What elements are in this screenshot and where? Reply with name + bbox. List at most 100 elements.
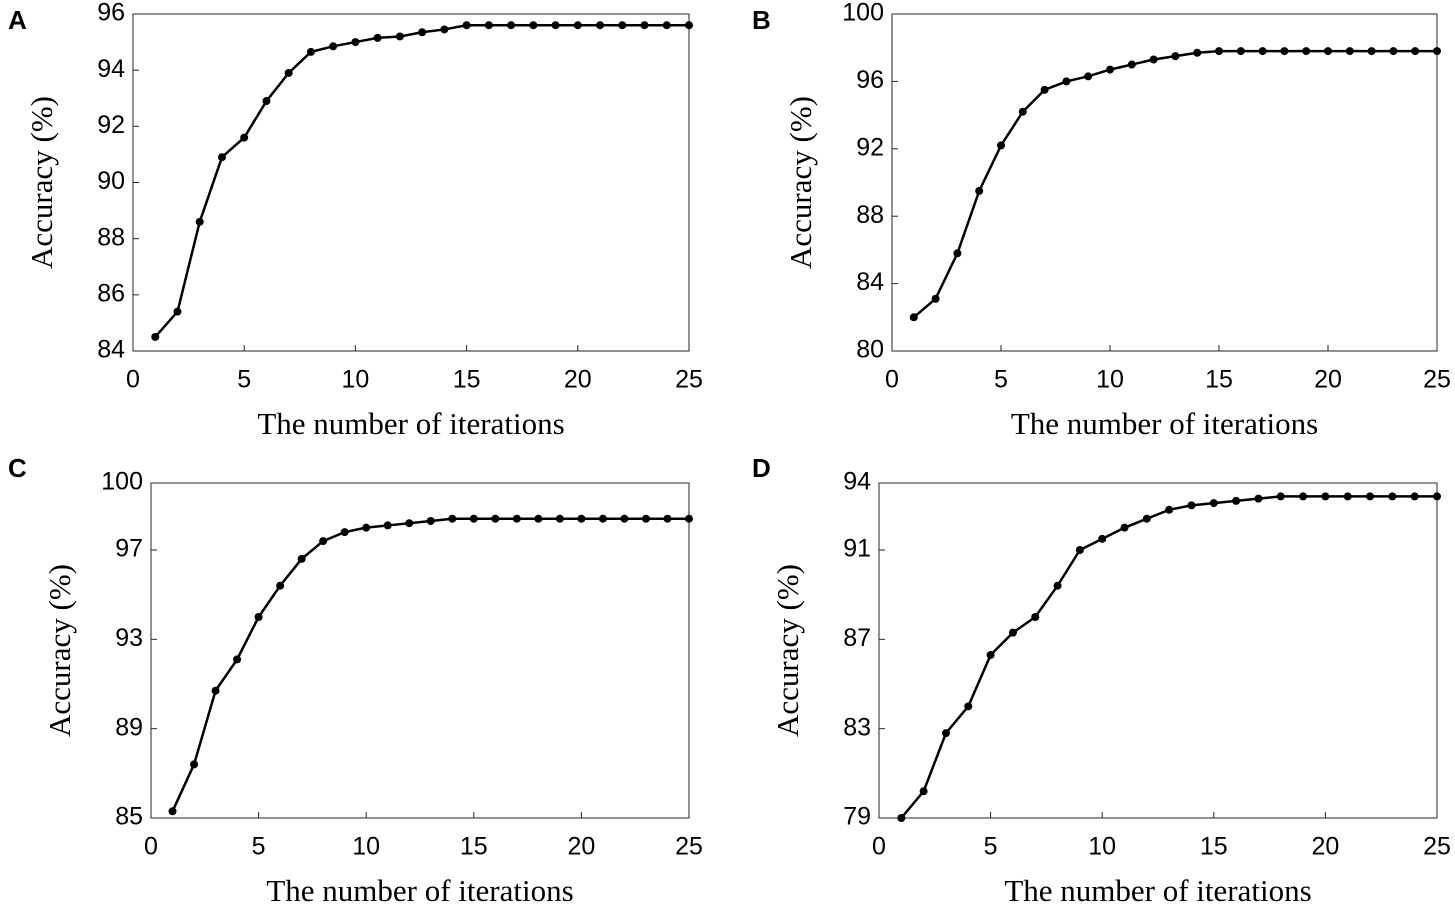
- x-tick-label: 10: [352, 833, 380, 861]
- panel: D 79 83 87 91 94 0 5 10 15 20 25 The number of itera…: [752, 453, 1451, 908]
- x-tick-label: 25: [1423, 833, 1451, 861]
- plot-box: [150, 482, 690, 819]
- x-axis-label: The number of iterations: [257, 406, 564, 441]
- x-tick-label: 5: [252, 833, 266, 861]
- data-point: [329, 42, 338, 51]
- data-point: [491, 514, 500, 523]
- y-tick-label: 100: [842, 0, 884, 27]
- y-tick-label: 84: [856, 268, 884, 296]
- data-point: [1053, 581, 1062, 590]
- panel-label: B: [752, 5, 771, 35]
- data-point: [964, 702, 973, 711]
- data-point: [484, 21, 493, 30]
- data-point: [1411, 47, 1420, 56]
- data-point: [1367, 47, 1376, 56]
- data-line: [900, 495, 1437, 819]
- y-tick-label: 93: [115, 624, 143, 652]
- data-point: [319, 537, 328, 546]
- x-tick-label: 20: [567, 833, 595, 861]
- panel-label: A: [8, 5, 27, 35]
- data-point: [168, 807, 177, 816]
- data-point: [598, 514, 607, 523]
- data-point: [395, 32, 404, 41]
- data-point: [418, 28, 427, 37]
- data-point: [1366, 492, 1375, 501]
- data-line: [171, 517, 689, 812]
- x-tick-label: 15: [1200, 833, 1228, 861]
- data-point: [217, 153, 226, 162]
- x-tick-label: 15: [453, 366, 481, 394]
- y-tick-label: 92: [856, 133, 884, 161]
- x-tick-label: 0: [126, 366, 140, 394]
- data-point: [1280, 47, 1289, 56]
- data-point: [529, 21, 538, 30]
- data-point: [685, 21, 693, 30]
- data-point: [383, 521, 392, 530]
- data-point: [440, 25, 449, 34]
- y-tick-label: 96: [97, 0, 125, 27]
- data-point: [663, 514, 672, 523]
- y-tick-label: 89: [115, 713, 143, 741]
- data-point: [1258, 47, 1267, 56]
- x-axis-label: The number of iterations: [266, 873, 573, 908]
- x-tick-label: 20: [1311, 833, 1339, 861]
- data-point: [284, 68, 293, 77]
- y-tick-label: 84: [97, 336, 125, 364]
- data-point: [897, 814, 906, 822]
- y-axis-label: Accuracy (%): [783, 96, 818, 269]
- data-point: [919, 787, 928, 796]
- panel-label: C: [8, 453, 27, 483]
- y-tick-label: 94: [97, 55, 125, 83]
- data-point: [1433, 47, 1441, 56]
- data-point: [1040, 85, 1049, 94]
- x-tick-label: 25: [675, 366, 703, 394]
- data-point: [909, 313, 918, 322]
- data-point: [173, 307, 182, 316]
- panel-label: D: [752, 453, 771, 483]
- data-point: [1018, 107, 1027, 116]
- data-point: [1254, 494, 1263, 503]
- data-point: [1321, 492, 1330, 501]
- data-point: [618, 21, 627, 30]
- y-tick-label: 100: [101, 468, 143, 496]
- data-point: [1127, 60, 1136, 69]
- data-point: [1324, 47, 1332, 56]
- x-tick-label: 25: [675, 833, 703, 861]
- y-axis-label: Accuracy (%): [24, 96, 59, 269]
- data-point: [448, 514, 457, 523]
- y-axis-label: Accuracy (%): [770, 564, 805, 737]
- x-tick-label: 15: [1205, 366, 1233, 394]
- data-point: [405, 519, 414, 528]
- x-axis-label: The number of iterations: [1004, 873, 1311, 908]
- data-point: [1276, 492, 1285, 501]
- y-tick-label: 92: [97, 111, 125, 139]
- data-point: [551, 21, 560, 30]
- x-tick-label: 20: [564, 366, 592, 394]
- data-point: [262, 97, 271, 106]
- plot-box: [891, 13, 1438, 352]
- data-point: [975, 186, 984, 195]
- data-point: [426, 516, 435, 525]
- data-point: [1215, 47, 1223, 56]
- data-point: [555, 514, 564, 523]
- data-point: [151, 332, 160, 341]
- data-point: [685, 514, 693, 523]
- data-line: [912, 49, 1437, 319]
- y-axis-label: Accuracy (%): [42, 564, 77, 737]
- data-point: [507, 21, 516, 30]
- data-point: [1171, 52, 1180, 61]
- data-point: [1142, 514, 1151, 523]
- data-point: [1062, 77, 1071, 86]
- y-tick-label: 97: [115, 535, 143, 563]
- x-tick-label: 5: [237, 366, 251, 394]
- x-tick-label: 0: [144, 833, 158, 861]
- data-point: [620, 514, 629, 523]
- data-point: [997, 141, 1005, 150]
- x-tick-label: 15: [460, 833, 488, 861]
- x-tick-label: 20: [1314, 366, 1342, 394]
- y-tick-label: 80: [856, 336, 884, 364]
- data-point: [1232, 496, 1241, 505]
- data-point: [534, 514, 543, 523]
- data-point: [986, 650, 995, 659]
- y-tick-label: 91: [843, 535, 871, 563]
